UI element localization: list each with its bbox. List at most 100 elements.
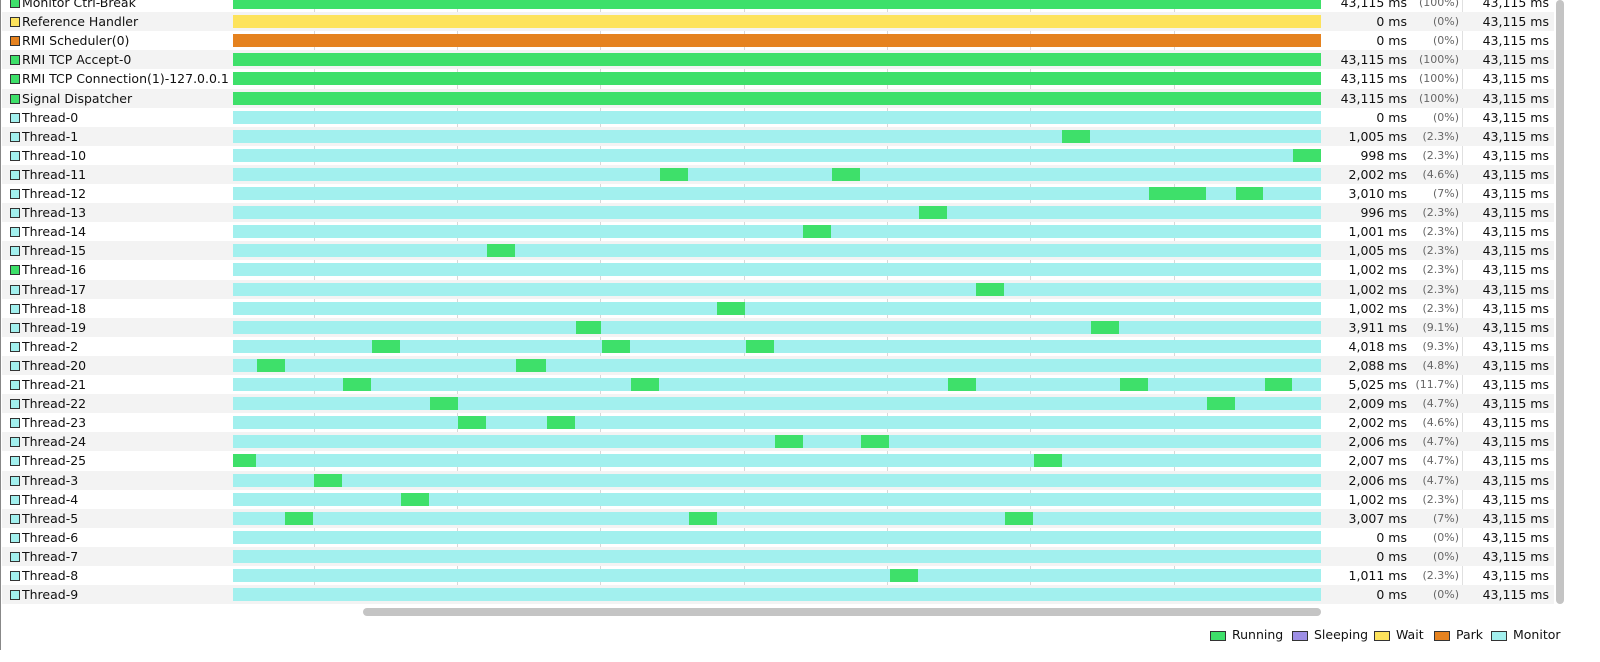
running-segment — [257, 358, 285, 372]
running-segment — [1293, 148, 1321, 162]
timeline-bar — [233, 263, 1321, 277]
total-time: 43,115 ms — [1482, 205, 1549, 221]
running-segment — [516, 358, 546, 372]
timeline-bar — [233, 148, 1321, 162]
left-border — [0, 0, 1, 650]
state-icon — [10, 74, 20, 85]
thread-row: Thread-17 1,002 ms (2.3%) 43,115 ms — [2, 279, 1554, 299]
thread-name: RMI TCP Accept-0 — [22, 52, 132, 68]
running-time: 0 ms — [1376, 14, 1407, 30]
running-time: 0 ms — [1376, 587, 1407, 603]
running-cell: 43,115 ms — [1321, 0, 1407, 12]
running-segment — [372, 339, 400, 353]
state-icon — [10, 399, 20, 410]
timeline-bar — [233, 435, 1321, 449]
thread-name: Thread-4 — [22, 491, 79, 507]
timeline-bar — [233, 416, 1321, 430]
running-segment — [775, 435, 803, 449]
running-segment — [832, 167, 860, 181]
total-time: 43,115 ms — [1482, 147, 1549, 163]
total-time: 43,115 ms — [1482, 415, 1549, 431]
total-time: 43,115 ms — [1482, 529, 1549, 545]
thread-name: Monitor Ctrl-Break — [22, 0, 136, 10]
running-cell: 1,002 ms — [1321, 299, 1407, 318]
running-cell: 5,025 ms — [1321, 375, 1407, 394]
running-cell: 1,001 ms — [1321, 222, 1407, 241]
running-segment — [602, 339, 630, 353]
total-time: 43,115 ms — [1482, 568, 1549, 583]
running-segment — [861, 435, 889, 449]
state-icon — [10, 341, 20, 352]
running-time: 43,115 ms — [1340, 90, 1407, 106]
legend-item: Monitor — [1491, 627, 1561, 643]
h-scrollbar[interactable] — [363, 608, 1321, 616]
timeline-bar — [233, 454, 1321, 468]
total-time: 43,115 ms — [1482, 357, 1549, 373]
state-icon — [10, 112, 20, 123]
total-time: 43,115 ms — [1482, 224, 1549, 240]
state-icon — [10, 246, 20, 257]
running-cell: 2,002 ms — [1321, 165, 1407, 184]
col-divider — [1462, 0, 1463, 604]
thread-name: Thread-18 — [22, 300, 87, 316]
state-icon — [10, 265, 20, 276]
running-time: 2,006 ms — [1348, 434, 1407, 450]
running-time: 43,115 ms — [1340, 52, 1407, 68]
running-cell: 2,006 ms — [1321, 471, 1407, 490]
thread-name: Thread-23 — [22, 415, 87, 431]
thread-row: Thread-2 4,018 ms (9.3%) 43,115 ms — [2, 337, 1554, 356]
running-time: 43,115 ms — [1340, 71, 1407, 87]
timeline-bar — [233, 588, 1321, 602]
running-time: 2,006 ms — [1348, 472, 1407, 488]
thread-row: Monitor Ctrl-Break 43,115 ms (100%) 43,115 … — [2, 0, 1554, 12]
running-cell: 1,005 ms — [1321, 127, 1407, 146]
running-percent: (100%) — [1418, 72, 1459, 86]
running-time: 1,011 ms — [1348, 568, 1407, 583]
running-time: 2,007 ms — [1348, 453, 1407, 469]
total-time: 43,115 ms — [1482, 166, 1549, 182]
state-icon — [10, 590, 20, 601]
state-icon — [10, 17, 20, 28]
running-segment — [631, 378, 659, 391]
thread-name: Thread-5 — [22, 510, 79, 526]
running-segment — [1091, 320, 1119, 334]
thread-name: Thread-11 — [22, 166, 87, 182]
running-cell: 1,011 ms — [1321, 566, 1407, 585]
running-percent: (2.3%) — [1422, 569, 1459, 582]
state-icon — [10, 571, 20, 581]
timeline-bar — [233, 282, 1321, 296]
running-percent: (7%) — [1432, 187, 1459, 200]
running-segment — [1120, 378, 1148, 391]
total-time: 43,115 ms — [1482, 243, 1549, 259]
timeline-bar — [233, 53, 1321, 67]
state-icon — [10, 456, 20, 467]
thread-row: Thread-6 0 ms (0%) 43,115 ms — [2, 528, 1554, 547]
running-segment — [285, 511, 313, 525]
state-icon — [10, 532, 20, 543]
timeline-bar — [233, 0, 1321, 9]
running-segment — [401, 492, 429, 506]
running-time: 43,115 ms — [1340, 0, 1407, 10]
total-time: 43,115 ms — [1482, 510, 1549, 526]
running-cell: 3,911 ms — [1321, 318, 1407, 337]
thread-row: Thread-16 1,002 ms (2.3%) 43,115 ms — [2, 260, 1554, 279]
running-cell: 43,115 ms — [1321, 89, 1407, 108]
thread-row: RMI TCP Accept-0 43,115 ms (100%) 43,115 ms — [2, 50, 1554, 70]
thread-row: Thread-21 5,025 ms (11.7%) 43,115 ms — [2, 375, 1554, 394]
thread-row: Thread-4 1,002 ms (2.3%) 43,115 ms — [2, 490, 1554, 509]
total-time: 43,115 ms — [1482, 281, 1549, 297]
total-time: 43,115 ms — [1482, 52, 1549, 68]
timeline-bar — [233, 339, 1321, 353]
v-scrollbar[interactable] — [1556, 0, 1564, 604]
thread-row: Thread-19 3,911 ms (9.1%) 43,115 ms — [2, 317, 1554, 337]
state-icon — [10, 150, 20, 161]
legend-item: Running — [1210, 627, 1283, 643]
total-time: 43,115 ms — [1482, 262, 1549, 278]
running-segment — [1207, 397, 1235, 411]
total-time: 43,115 ms — [1482, 300, 1549, 316]
total-time: 43,115 ms — [1482, 472, 1549, 488]
thread-name: Reference Handler — [22, 14, 139, 30]
running-percent: (4.6%) — [1422, 167, 1459, 181]
running-time: 1,002 ms — [1348, 262, 1407, 278]
